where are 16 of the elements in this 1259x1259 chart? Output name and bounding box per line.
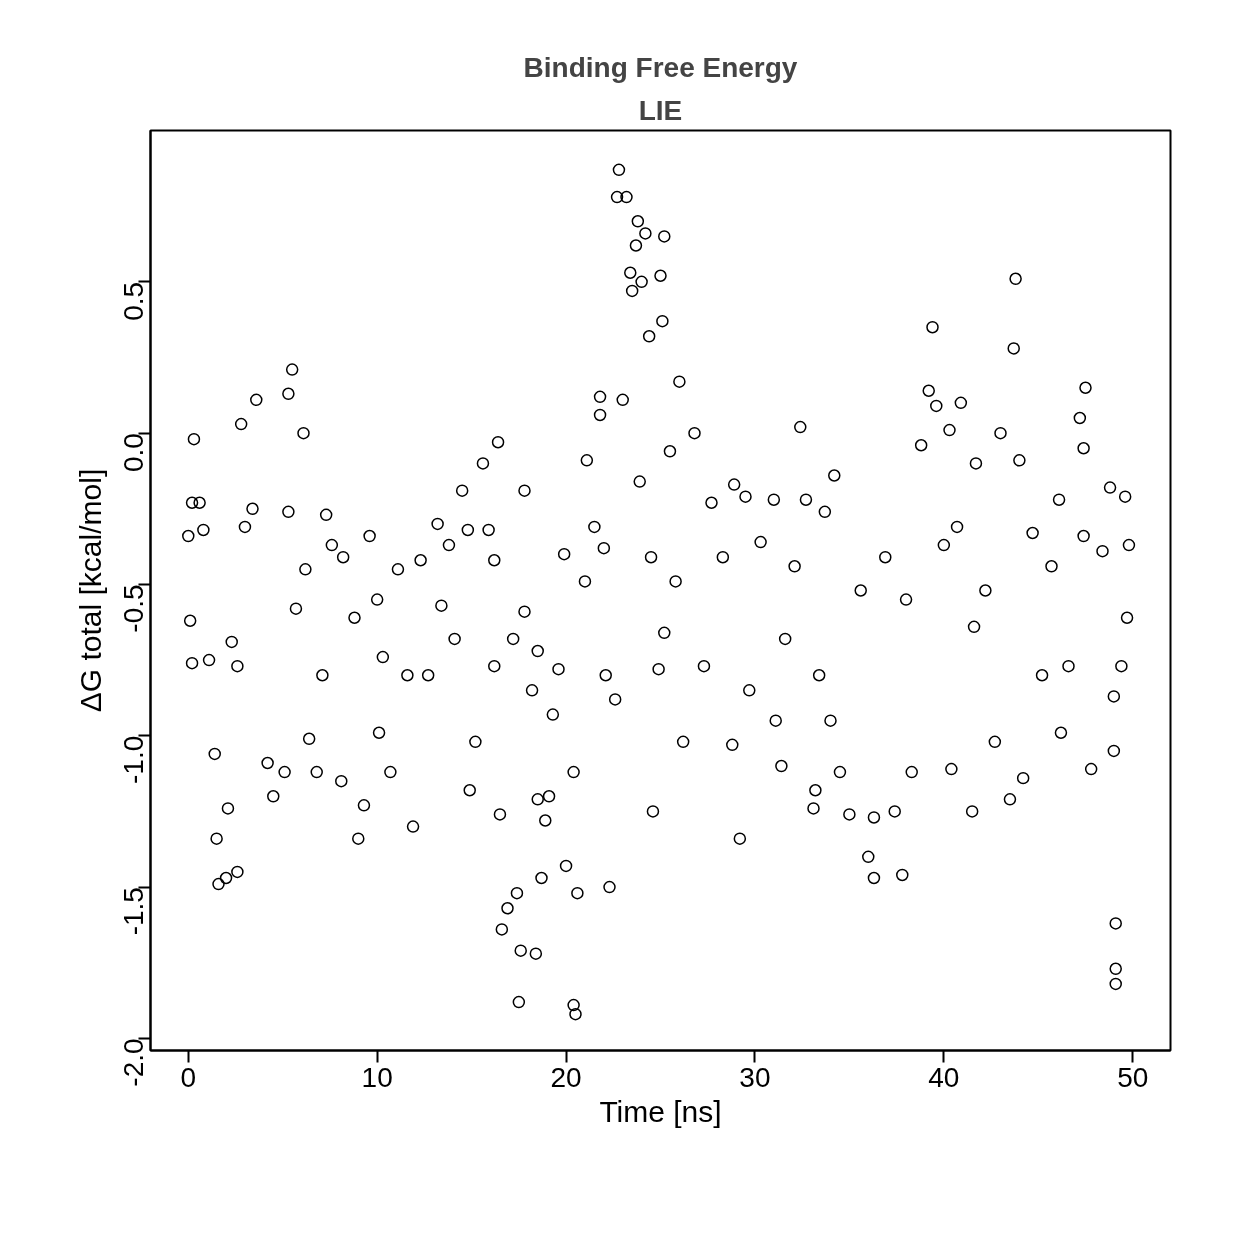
x-tick-label: 20 (550, 1061, 582, 1093)
y-tick-label: -0.5 (118, 584, 149, 633)
chart-subtitle: LIE (638, 94, 683, 126)
x-tick-label: 0 (180, 1061, 197, 1093)
x-tick-label: 50 (1117, 1061, 1149, 1093)
y-tick-label: -2.0 (118, 1038, 149, 1087)
x-axis-title: Time [ns] (599, 1094, 722, 1128)
y-tick-label: -1.5 (118, 887, 149, 936)
y-axis-title: ΔG total [kcal/mol] (73, 468, 107, 713)
x-tick-label: 10 (361, 1061, 393, 1093)
y-tick-label: -1.0 (118, 735, 149, 785)
x-tick-label: 40 (928, 1061, 960, 1093)
x-tick-label: 30 (739, 1061, 771, 1093)
chart-title: Binding Free Energy (523, 51, 798, 83)
y-tick-label: 0.5 (118, 281, 149, 321)
y-tick-label: 0.0 (118, 433, 149, 473)
